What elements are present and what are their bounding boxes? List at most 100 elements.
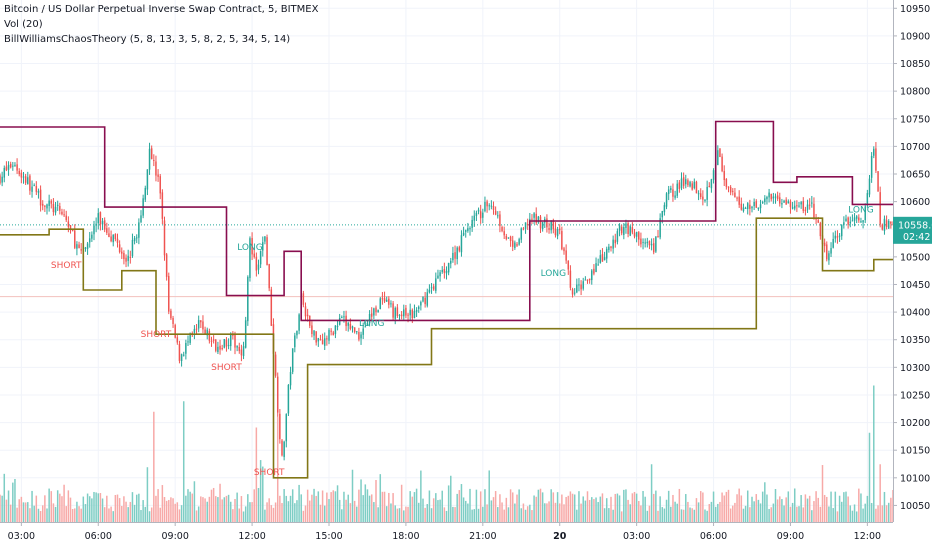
candle — [766, 195, 768, 205]
volume-bar — [467, 503, 469, 522]
volume-bar — [693, 509, 696, 522]
volume-bar — [623, 489, 625, 522]
volume-bar — [366, 489, 369, 522]
volume-bar — [170, 497, 172, 522]
candle — [499, 210, 501, 233]
volume-bar — [101, 498, 104, 522]
volume-bar — [526, 506, 529, 522]
volume-bar — [249, 502, 251, 522]
volume-bar — [157, 489, 159, 522]
volume-bar — [375, 479, 377, 522]
volume-bar — [793, 488, 796, 522]
symbol-title[interactable]: Bitcoin / US Dollar Perpetual Inverse Sw… — [4, 4, 319, 15]
candle — [127, 249, 129, 267]
volume-indicator-label[interactable]: Vol (20) — [4, 19, 43, 30]
volume-bar — [776, 499, 779, 522]
volume-bar — [605, 498, 608, 522]
candle — [247, 275, 249, 326]
volume-bar — [336, 485, 339, 522]
volume-bar — [332, 490, 335, 522]
long-signal-label: LONG — [541, 269, 567, 279]
volume-bar — [719, 501, 721, 522]
candle — [168, 272, 170, 315]
volume-bars — [0, 385, 894, 522]
candle — [362, 322, 364, 340]
indicator-lines — [0, 120, 893, 479]
volume-bar — [772, 503, 775, 522]
candle — [14, 162, 16, 167]
volume-bar — [670, 506, 672, 522]
candle — [482, 208, 484, 224]
candle — [229, 332, 232, 351]
volume-bar — [507, 507, 510, 522]
candle — [584, 276, 587, 281]
volume-bar — [665, 499, 668, 522]
candle — [501, 225, 503, 233]
candle — [46, 203, 48, 215]
candle — [396, 304, 399, 319]
volume-bar — [704, 509, 706, 522]
volume-bar — [682, 509, 685, 522]
candle — [234, 331, 236, 355]
candle — [381, 292, 384, 305]
volume-bar — [294, 503, 296, 522]
volume-bar — [840, 501, 843, 522]
candle — [283, 440, 285, 461]
candle — [725, 178, 728, 190]
volume-bar — [864, 503, 866, 522]
candle — [217, 341, 219, 355]
volume-bar — [710, 501, 713, 522]
volume-bar — [1, 495, 3, 522]
candle — [663, 202, 666, 216]
candle — [364, 321, 367, 328]
candle — [691, 181, 693, 191]
volume-bar — [774, 489, 777, 522]
candle — [734, 187, 736, 198]
volume-bar — [454, 507, 456, 522]
volume-bar — [9, 504, 12, 522]
volume-bar — [394, 505, 396, 522]
time-tick-label: 21:00 — [469, 531, 496, 542]
candle — [580, 280, 582, 296]
candle — [356, 330, 358, 335]
chaos-indicator-label[interactable]: BillWilliamsChaosTheory (5, 8, 13, 3, 5,… — [4, 34, 291, 45]
candle — [849, 216, 852, 228]
volume-bar — [176, 502, 179, 522]
candle — [462, 226, 465, 237]
candle — [56, 200, 59, 211]
volume-bar — [368, 495, 371, 522]
candle — [605, 246, 608, 263]
volume-bar — [548, 501, 550, 522]
candle — [479, 204, 482, 224]
candle — [535, 207, 537, 225]
volume-bar — [595, 497, 597, 522]
price-tick-label: 10850 — [900, 59, 930, 70]
volume-bar — [676, 503, 678, 522]
volume-bar — [761, 491, 764, 522]
volume-bar — [106, 495, 108, 522]
candle — [456, 246, 458, 265]
volume-bar — [12, 482, 14, 522]
candle — [875, 142, 877, 174]
candle — [860, 217, 862, 224]
volume-bar — [390, 503, 392, 522]
volume-bar — [881, 505, 884, 522]
volume-bar — [302, 510, 305, 522]
candle — [227, 338, 230, 350]
volume-bar — [858, 488, 860, 522]
candle — [749, 199, 751, 216]
volume-bar — [41, 505, 44, 522]
candle — [883, 215, 886, 235]
volume-bar — [206, 501, 208, 522]
candle — [336, 320, 339, 331]
candle — [91, 231, 93, 242]
candle — [129, 250, 132, 264]
candle — [59, 202, 61, 215]
volume-bar — [843, 492, 845, 522]
candle — [347, 321, 349, 332]
volume-bar — [650, 464, 653, 522]
volume-bar — [266, 502, 268, 522]
candle — [170, 308, 172, 320]
